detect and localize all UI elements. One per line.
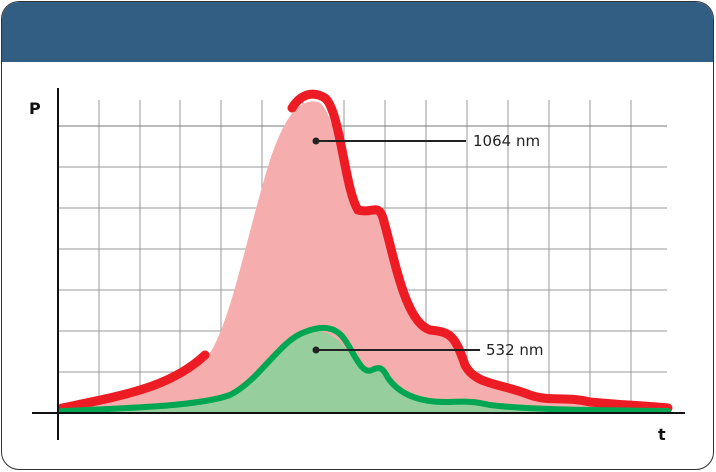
series-1064-line (57, 89, 673, 413)
series-label-532: 532 nm (486, 341, 544, 359)
series-1064-fill (58, 101, 668, 413)
x-axis-label: t (658, 425, 666, 444)
header-bar (2, 2, 713, 62)
y-axis-label: P (29, 99, 41, 118)
series-532-line (59, 324, 671, 414)
series-label-1064: 1064 nm (473, 132, 541, 150)
